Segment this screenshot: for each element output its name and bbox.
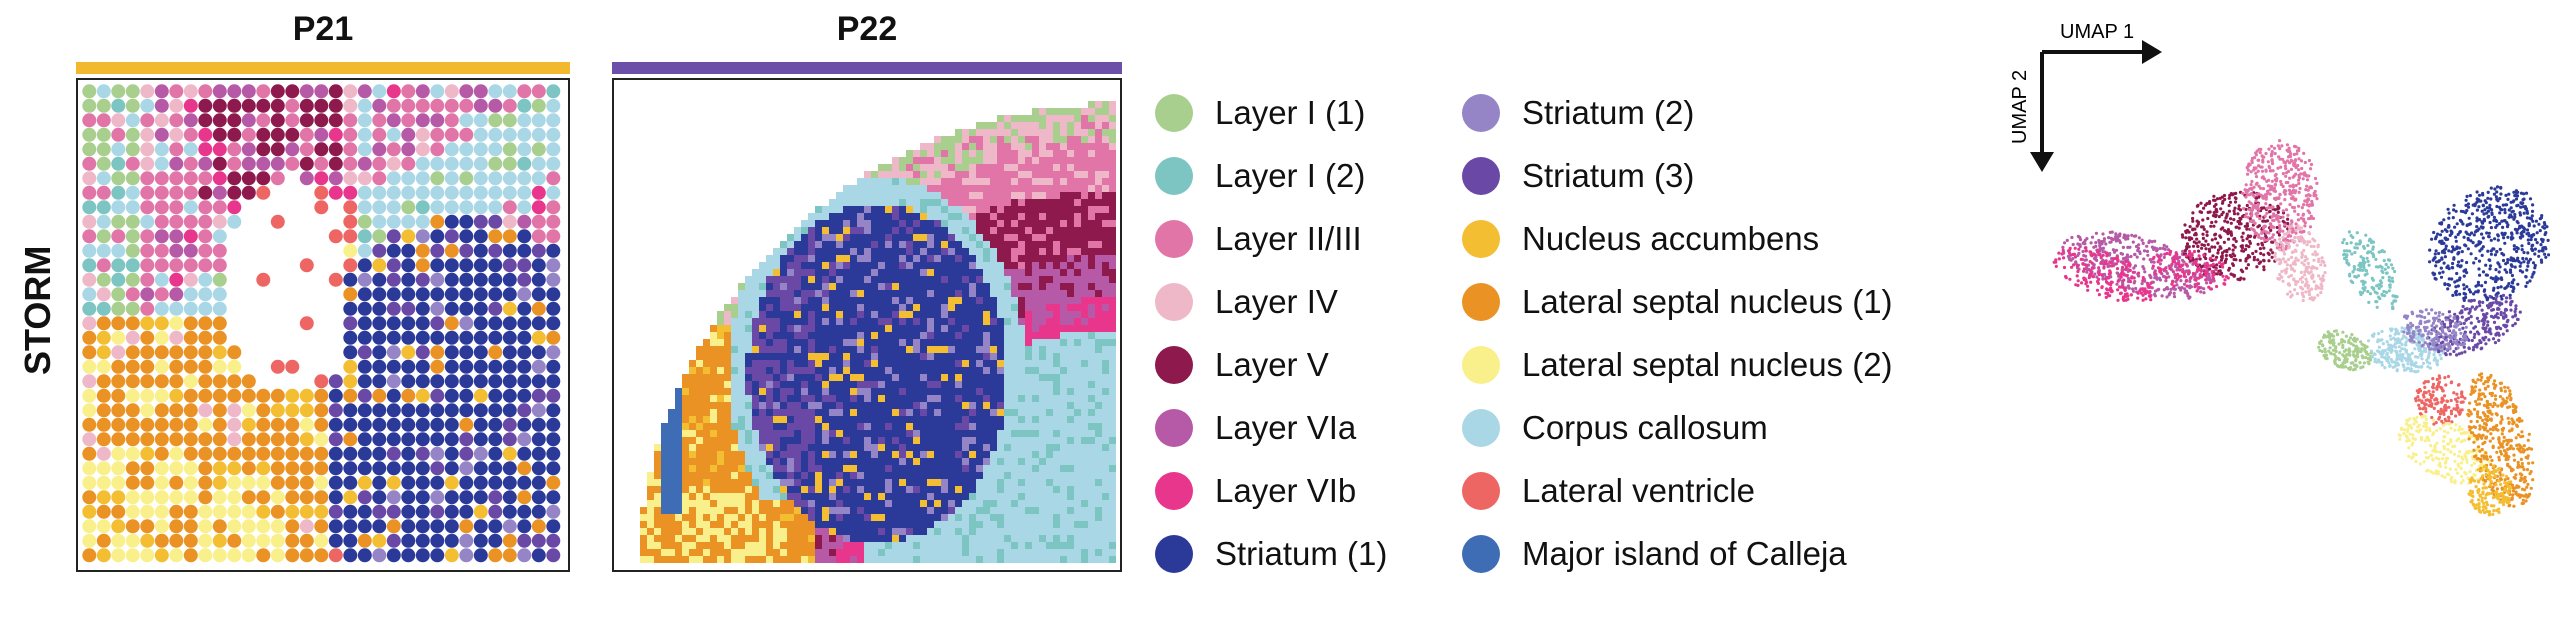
legend-label: Layer VIb xyxy=(1215,471,1357,509)
umap-y-arrow xyxy=(2030,152,2054,172)
umap-scatter: UMAP 1 UMAP 2 xyxy=(2009,21,2551,517)
legend-swatch xyxy=(1462,471,1500,510)
legend-item: Lateral septal nucleus (2) xyxy=(1462,333,1893,396)
legend-swatch xyxy=(1155,282,1193,321)
legend-swatch xyxy=(1462,282,1500,321)
legend-item: Nucleus accumbens xyxy=(1462,207,1893,270)
legend-label: Layer V xyxy=(1215,345,1329,383)
legend-label: Corpus callosum xyxy=(1522,408,1768,446)
legend-swatch xyxy=(1155,534,1193,573)
panel-bar-p22 xyxy=(612,62,1122,74)
legend-swatch xyxy=(1462,156,1500,195)
legend-item: Lateral ventricle xyxy=(1462,459,1893,522)
legend-swatch xyxy=(1462,534,1500,573)
legend-swatch xyxy=(1462,345,1500,384)
spatial-panel-p21 xyxy=(76,78,570,572)
row-label-text: STORM xyxy=(17,245,58,375)
legend-label: Lateral ventricle xyxy=(1522,471,1755,509)
legend-label: Striatum (3) xyxy=(1522,156,1695,194)
legend-item: Major island of Calleja xyxy=(1462,522,1893,585)
legend-item: Layer VIb xyxy=(1155,459,1387,522)
legend-item: Layer I (2) xyxy=(1155,144,1387,207)
legend-item: Layer IV xyxy=(1155,270,1387,333)
legend-swatch xyxy=(1155,471,1193,510)
legend-label: Lateral septal nucleus (2) xyxy=(1522,345,1893,383)
legend-item: Layer I (1) xyxy=(1155,81,1387,144)
panel-bar-p21 xyxy=(76,62,570,74)
legend-column-1: Layer I (1) Layer I (2) Layer II/III Layer … xyxy=(1155,81,1387,585)
legend-item: Layer II/III xyxy=(1155,207,1387,270)
legend-label: Major island of Calleja xyxy=(1522,534,1847,572)
legend-label: Striatum (2) xyxy=(1522,93,1695,131)
legend-label: Layer II/III xyxy=(1215,219,1362,257)
legend-swatch xyxy=(1155,345,1193,384)
legend-label: Layer I (1) xyxy=(1215,93,1366,131)
legend-label: Nucleus accumbens xyxy=(1522,219,1820,257)
row-label: STORM xyxy=(8,245,68,375)
legend-label: Layer I (2) xyxy=(1215,156,1366,194)
umap-x-label: UMAP 1 xyxy=(2060,21,2134,43)
umap-y-label: UMAP 2 xyxy=(2009,70,2031,144)
legend-label: Lateral septal nucleus (1) xyxy=(1522,282,1893,320)
legend-label: Striatum (1) xyxy=(1215,534,1388,572)
legend-swatch xyxy=(1155,93,1193,132)
umap-x-arrow xyxy=(2142,40,2162,64)
umap-plot: UMAP 1 UMAP 2 xyxy=(1990,20,2551,540)
legend-swatch xyxy=(1155,156,1193,195)
legend-swatch xyxy=(1462,219,1500,258)
spatial-map-p21 xyxy=(82,84,561,563)
legend-column-2: Striatum (2) Striatum (3) Nucleus accumben… xyxy=(1462,81,1893,585)
legend-item: Striatum (2) xyxy=(1462,81,1893,144)
legend-swatch xyxy=(1462,93,1500,132)
legend-item: Striatum (3) xyxy=(1462,144,1893,207)
spatial-map-p22 xyxy=(640,101,1116,563)
spatial-panel-p22 xyxy=(612,78,1122,572)
panel-title-p21: P21 xyxy=(292,10,354,48)
legend-label: Layer IV xyxy=(1215,282,1338,320)
legend-item: Lateral septal nucleus (1) xyxy=(1462,270,1893,333)
legend-item: Striatum (1) xyxy=(1155,522,1387,585)
legend-swatch xyxy=(1155,408,1193,447)
legend-item: Layer V xyxy=(1155,333,1387,396)
legend-item: Layer VIa xyxy=(1155,396,1387,459)
legend-label: Layer VIa xyxy=(1215,408,1357,446)
panel-title-p22: P22 xyxy=(836,10,898,48)
legend-swatch xyxy=(1462,408,1500,447)
legend-swatch xyxy=(1155,219,1193,258)
legend-item: Corpus callosum xyxy=(1462,396,1893,459)
